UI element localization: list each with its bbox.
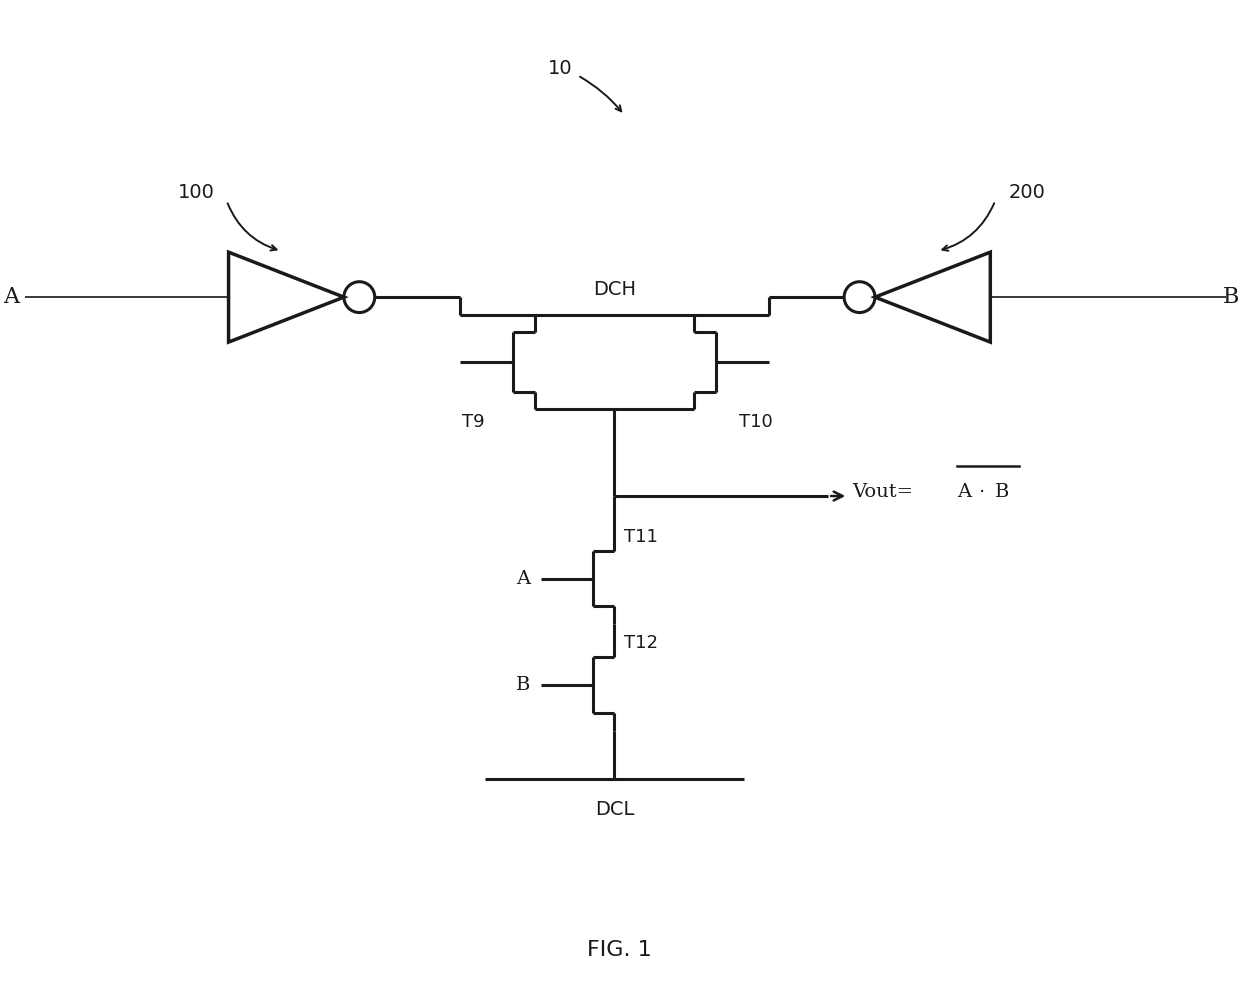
Text: FIG. 1: FIG. 1 — [587, 941, 652, 961]
Text: T12: T12 — [625, 635, 658, 653]
Text: A: A — [2, 286, 19, 308]
Text: A: A — [957, 483, 972, 502]
Text: T9: T9 — [461, 413, 485, 431]
Text: T11: T11 — [625, 528, 658, 546]
Text: 100: 100 — [179, 183, 216, 202]
Text: B: B — [1223, 286, 1239, 308]
Text: DCL: DCL — [595, 800, 634, 819]
Text: 200: 200 — [1008, 183, 1045, 202]
Text: T10: T10 — [739, 413, 773, 431]
Text: B: B — [516, 676, 531, 694]
Text: ·: · — [980, 482, 986, 502]
Text: Vout=: Vout= — [852, 483, 913, 502]
Text: 10: 10 — [547, 59, 572, 78]
Text: A: A — [516, 570, 529, 588]
Text: DCH: DCH — [593, 279, 636, 298]
Text: B: B — [996, 483, 1009, 502]
